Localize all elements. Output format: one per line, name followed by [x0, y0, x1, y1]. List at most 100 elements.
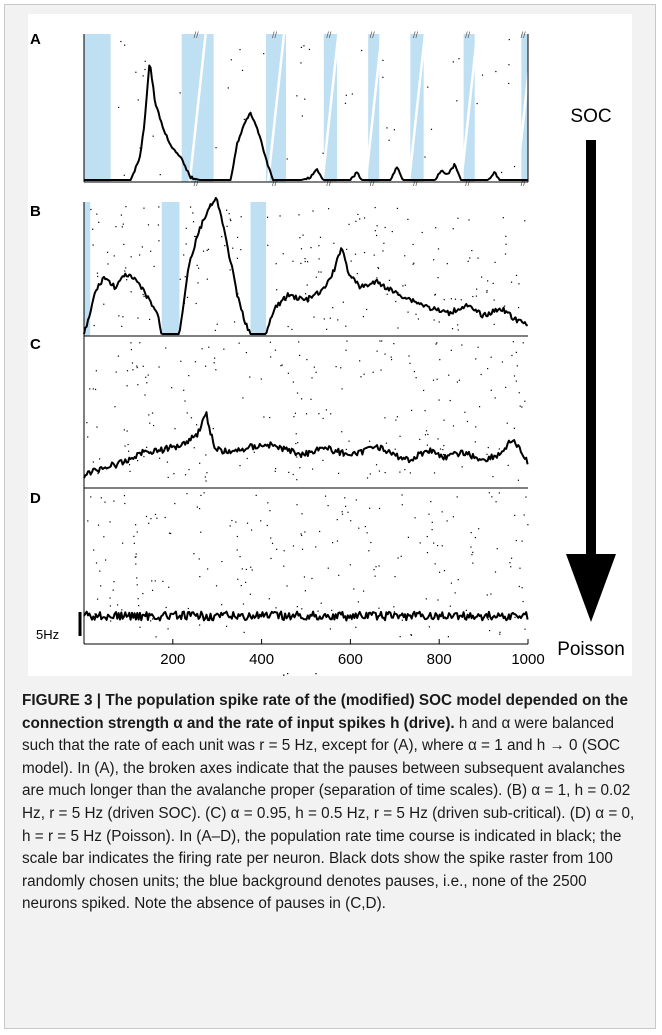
- raster-dot: [436, 544, 439, 547]
- raster-dot: [409, 362, 411, 364]
- raster-dot: [165, 606, 167, 609]
- raster-dot: [359, 218, 361, 220]
- raster-dot: [198, 508, 201, 510]
- raster-dot: [491, 496, 493, 498]
- raster-dot: [494, 397, 496, 399]
- raster-dot: [374, 575, 376, 577]
- raster-dot: [240, 249, 242, 251]
- raster-dot: [373, 254, 375, 256]
- raster-dot: [246, 457, 248, 460]
- raster-dot: [173, 473, 175, 475]
- raster-dot: [315, 546, 317, 548]
- raster-dot: [359, 360, 361, 362]
- rate-line-a: [84, 64, 528, 181]
- raster-dot: [260, 520, 262, 522]
- raster-dot: [174, 428, 176, 430]
- raster-dot: [447, 636, 449, 638]
- raster-dot: [115, 371, 117, 373]
- x-tick-label: 400: [249, 651, 274, 668]
- raster-dot: [266, 216, 269, 218]
- raster-dot: [122, 223, 124, 225]
- raster-dot: [456, 381, 459, 383]
- raster-dot: [437, 277, 439, 279]
- raster-dot: [341, 431, 343, 433]
- raster-dot: [357, 601, 359, 603]
- raster-dot: [147, 374, 149, 376]
- raster-dot: [287, 325, 289, 328]
- raster-dot: [93, 549, 95, 551]
- raster-dot: [308, 48, 311, 51]
- raster-dot: [426, 444, 428, 446]
- raster-dot: [358, 527, 360, 529]
- raster-dot: [495, 501, 497, 503]
- raster-dot: [304, 260, 306, 263]
- raster-dot: [304, 293, 307, 295]
- axis-break-slash: [321, 33, 340, 183]
- raster-dot: [183, 254, 185, 256]
- raster-dot: [260, 378, 262, 380]
- raster-dot: [255, 494, 257, 496]
- raster-dot: [296, 95, 298, 97]
- raster-dot: [286, 585, 288, 587]
- raster-dot: [377, 266, 379, 269]
- raster-dot: [122, 542, 124, 544]
- raster-dot: [384, 226, 386, 229]
- raster-dot: [326, 328, 328, 330]
- raster-dot: [152, 424, 155, 427]
- raster-dot: [137, 99, 139, 101]
- raster-dot: [300, 534, 303, 537]
- raster-dot: [136, 366, 138, 369]
- raster-dot: [196, 264, 198, 266]
- raster-dot: [413, 262, 415, 264]
- raster-dot: [162, 580, 164, 583]
- raster-dot: [109, 521, 111, 523]
- raster-dot: [322, 459, 324, 462]
- raster-dot: [320, 602, 322, 604]
- raster-dot: [456, 496, 458, 498]
- raster-dot: [123, 429, 125, 431]
- raster-dot: [438, 321, 440, 323]
- raster-dot: [292, 381, 294, 383]
- raster-dot: [195, 236, 197, 238]
- axis-break-mark-bottom: //: [370, 178, 376, 188]
- raster-dot: [434, 294, 436, 296]
- raster-dot: [437, 248, 440, 250]
- raster-dot: [144, 68, 146, 71]
- raster-dot: [522, 600, 524, 603]
- raster-dot: [499, 631, 501, 633]
- raster-dot: [508, 38, 510, 41]
- raster-dot: [311, 468, 314, 470]
- raster-dot: [386, 127, 388, 129]
- raster-dot: [388, 139, 390, 141]
- raster-dot: [404, 255, 406, 257]
- raster-dot: [221, 560, 223, 563]
- raster-dot: [510, 281, 513, 283]
- raster-dot: [193, 447, 195, 449]
- raster-dot: [99, 570, 101, 572]
- panel-label-d: D: [30, 490, 41, 507]
- panel-label-c: C: [30, 336, 41, 353]
- raster-dot: [159, 457, 161, 459]
- raster-dot: [441, 511, 443, 513]
- raster-dot: [464, 411, 466, 413]
- raster-dot: [159, 174, 161, 176]
- raster-dot: [243, 631, 245, 634]
- raster-dot: [318, 271, 320, 273]
- raster-dot: [408, 355, 410, 357]
- raster-dot: [205, 365, 207, 367]
- raster-dot: [446, 520, 448, 522]
- raster-dot: [443, 570, 446, 572]
- raster-dot: [390, 356, 392, 358]
- raster-dot: [137, 384, 139, 386]
- raster-dot: [179, 92, 181, 94]
- raster-dot: [397, 327, 399, 329]
- raster-dot: [457, 579, 459, 581]
- raster-dot: [106, 251, 109, 253]
- raster-dot: [368, 440, 371, 442]
- raster-dot: [283, 565, 285, 567]
- raster-dot: [171, 387, 173, 389]
- raster-dot: [180, 360, 182, 362]
- raster-dot: [475, 295, 478, 297]
- raster-dot: [378, 607, 380, 609]
- raster-dot: [121, 609, 123, 611]
